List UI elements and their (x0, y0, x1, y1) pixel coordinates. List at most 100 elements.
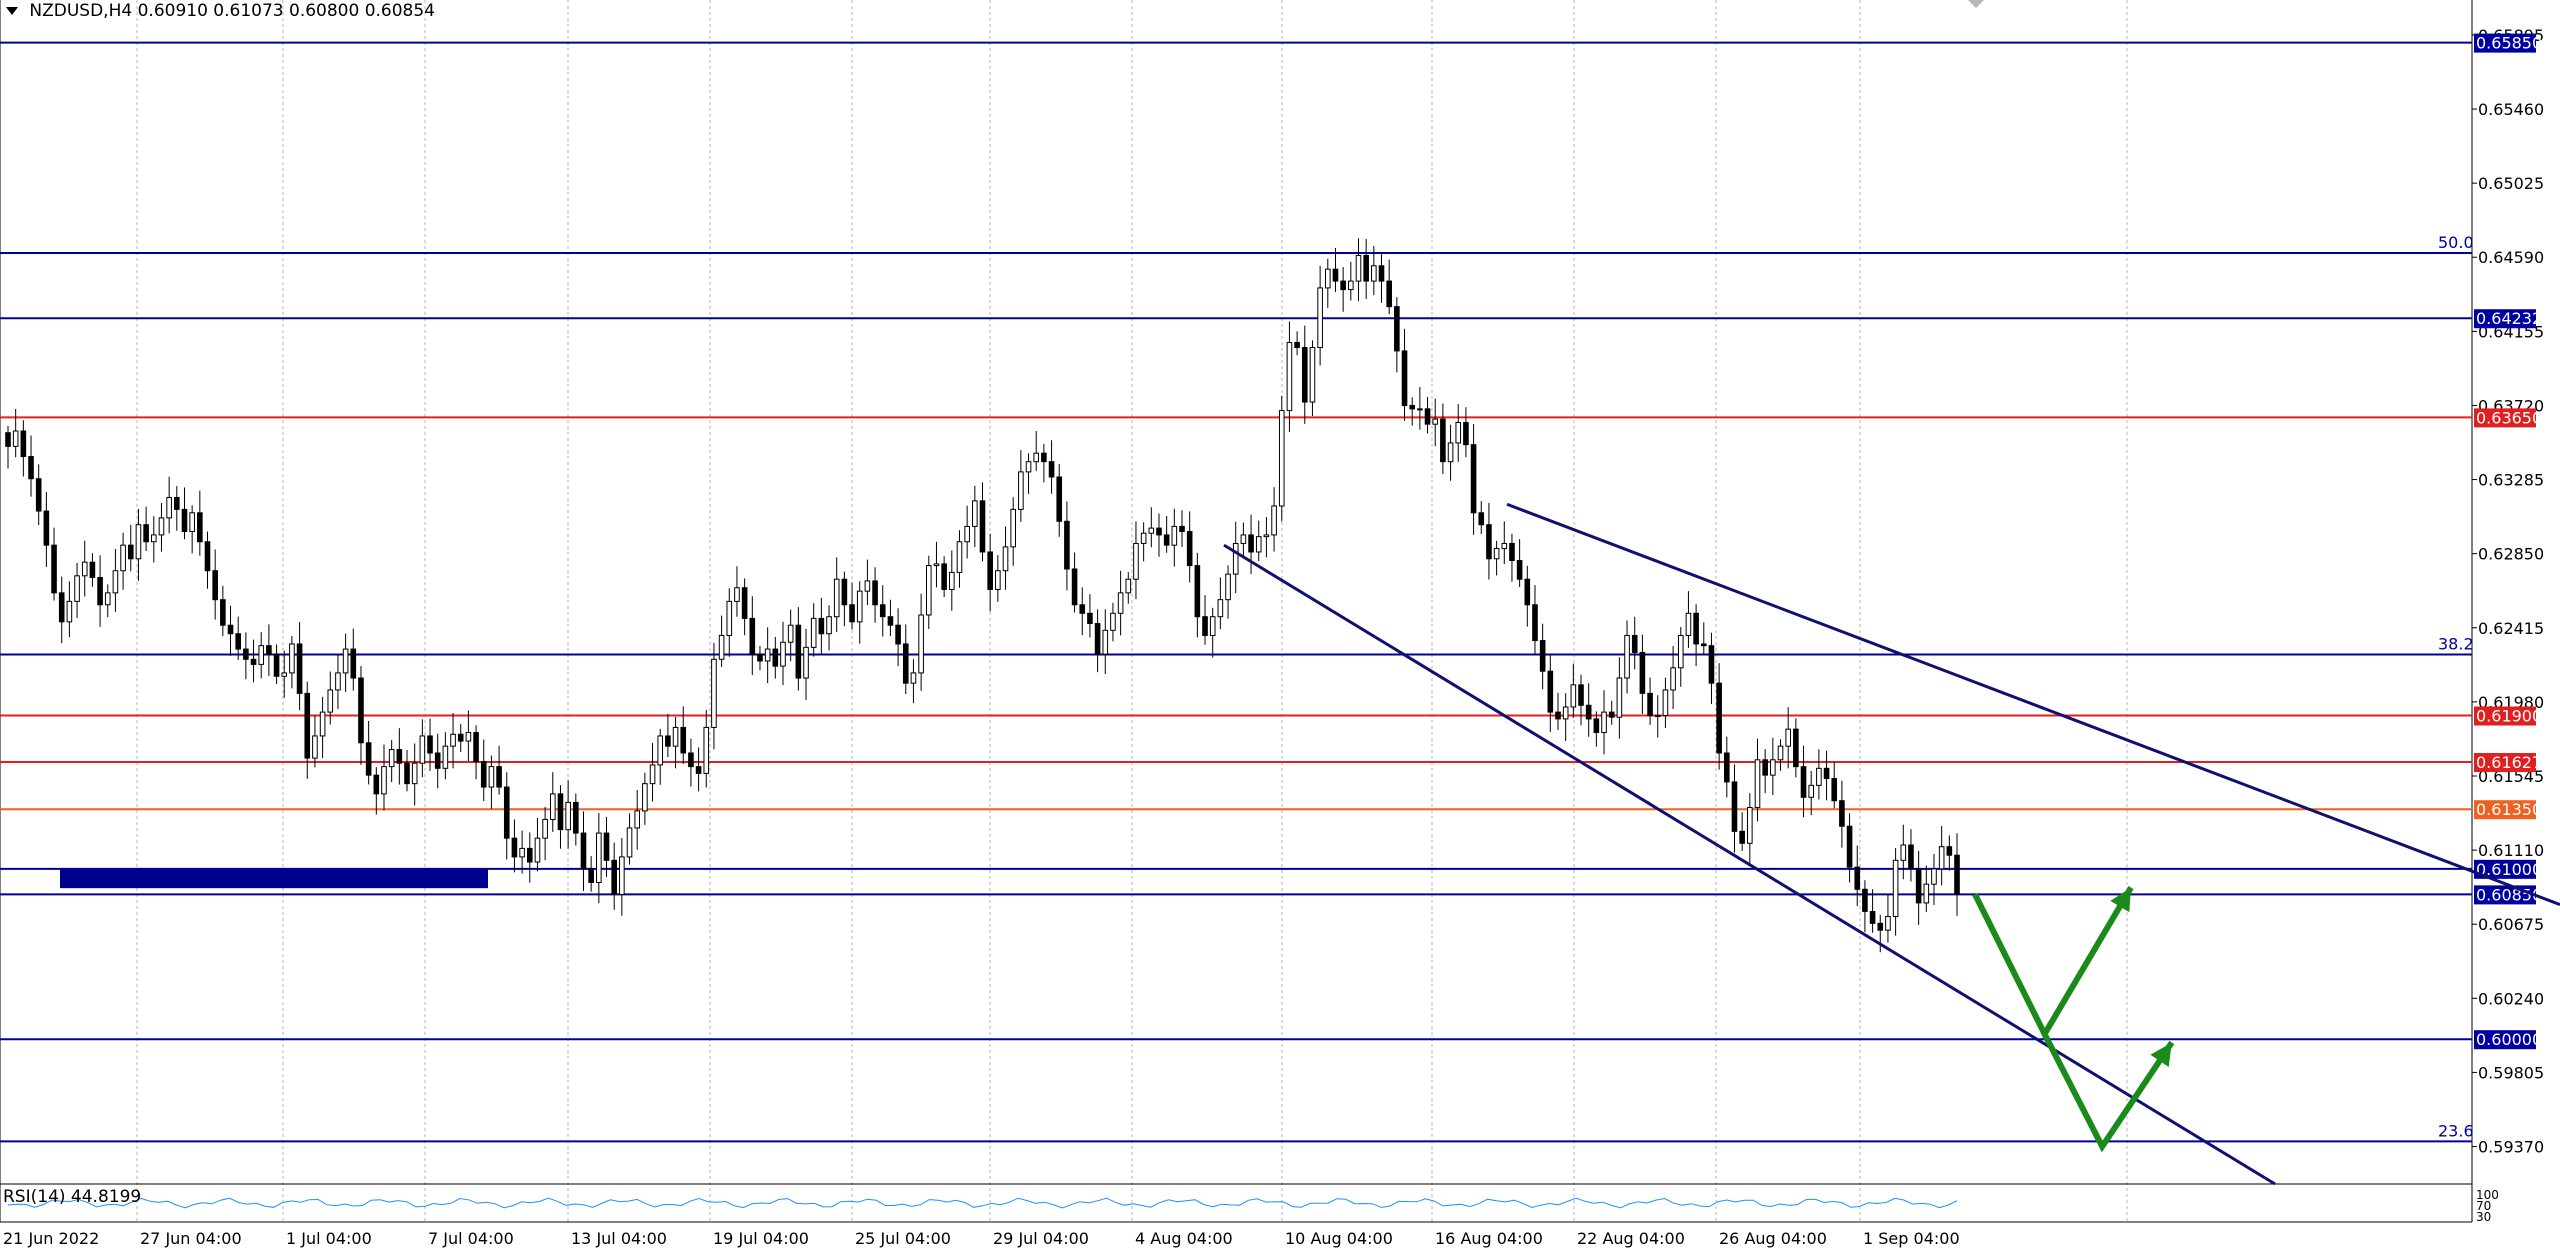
candle-body (887, 616, 894, 626)
candle-body (488, 766, 495, 788)
candle-body (757, 653, 763, 662)
candle-body (642, 783, 648, 812)
rsi-scale-top: 100 (2476, 1188, 2499, 1202)
candle-body (1754, 759, 1761, 809)
candle-body (1033, 452, 1040, 463)
candle-body (1248, 534, 1254, 553)
candle-body (1708, 645, 1715, 684)
candle-body (1148, 527, 1155, 534)
level-price-label: 0.61350 (2476, 800, 2542, 819)
candle-body (1509, 542, 1515, 561)
x-tick-label: 4 Aug 04:00 (1135, 1229, 1233, 1248)
candle-body (1539, 640, 1546, 672)
candle-body (243, 648, 249, 660)
x-tick-label: 7 Jul 04:00 (428, 1229, 514, 1248)
candle-body (503, 786, 510, 839)
candle-body (1846, 825, 1853, 868)
candle-body (1217, 599, 1224, 618)
candle-body (588, 868, 594, 883)
candle-body (542, 818, 548, 839)
candle-body (1677, 634, 1684, 669)
candle-body (933, 563, 940, 567)
candle-body (972, 500, 978, 527)
candle-body (189, 512, 195, 533)
candle-body (281, 672, 288, 677)
level-price-label: 0.63650 (2476, 408, 2542, 427)
candle-body (1747, 807, 1753, 844)
candle-body (1770, 759, 1776, 776)
candle-body (1808, 784, 1815, 798)
rsi-scale-30: 30 (2476, 1210, 2491, 1224)
candle-body (849, 604, 855, 623)
candle-body (1470, 444, 1477, 514)
candle-body (1440, 418, 1446, 463)
candle-body (1455, 421, 1462, 444)
candle-body (1493, 548, 1500, 560)
candle-body (434, 752, 441, 769)
candle-body (1094, 623, 1101, 655)
x-tick-label: 29 Jul 04:00 (993, 1229, 1089, 1248)
candle-body (557, 793, 564, 831)
candle-body (1585, 704, 1592, 720)
candle-body (1355, 255, 1362, 282)
candle-body (711, 658, 717, 728)
candle-body (266, 645, 272, 655)
candle-body (672, 726, 679, 747)
candle-body (1348, 280, 1354, 291)
y-tick-label: 0.62850 (2478, 545, 2544, 564)
candle-body (925, 565, 932, 616)
candle-body (1064, 520, 1070, 570)
candle-body (803, 646, 809, 679)
level-price-tag (2474, 800, 2536, 820)
candle-body (1946, 846, 1953, 856)
x-tick-label: 27 Jun 04:00 (140, 1229, 242, 1248)
fib-level-label: 38.2 (2438, 635, 2474, 654)
arrow-head-icon (2150, 1042, 2172, 1068)
candle-body (1225, 573, 1231, 601)
candle-body (1255, 536, 1262, 553)
candle-body (864, 580, 871, 592)
candle-body (1839, 800, 1845, 827)
candle-body (1608, 711, 1615, 718)
level-price-label: 0.61000 (2476, 860, 2542, 879)
level-price-label: 0.60000 (2476, 1030, 2542, 1049)
candle-body (1186, 531, 1193, 567)
candle-body (1693, 612, 1699, 645)
candle-body (1156, 527, 1162, 536)
candle-body (872, 580, 878, 606)
candle-body (342, 648, 349, 674)
candle-body (1378, 265, 1385, 282)
candle-body (1877, 922, 1884, 931)
candle-body (1386, 280, 1392, 308)
candle-body (1371, 265, 1377, 282)
candle-body (657, 735, 664, 766)
candle-body (703, 726, 710, 774)
candle-body (987, 551, 993, 590)
candle-body (526, 847, 533, 863)
candle-body (1324, 268, 1331, 289)
dropdown-triangle-icon[interactable] (6, 7, 18, 15)
candle-body (1463, 421, 1469, 446)
candle-body (1171, 525, 1178, 546)
candle-body (227, 624, 234, 635)
candle-body (304, 692, 311, 759)
candle-body (1432, 418, 1439, 425)
level-price-label: 0.64232 (2476, 309, 2542, 328)
candle-body (1202, 616, 1208, 636)
candle-body (1025, 461, 1032, 473)
y-tick-label: 0.64590 (2478, 248, 2544, 267)
candle-body (1800, 766, 1807, 798)
candle-body (619, 856, 625, 895)
scroll-marker-icon (1968, 0, 1984, 8)
candle-body (1002, 546, 1009, 572)
candle-body (427, 735, 433, 754)
candle-body (634, 810, 641, 829)
candle-body (1294, 341, 1300, 349)
candle-body (1163, 534, 1170, 546)
candle-body (1317, 287, 1323, 349)
candle-body (1762, 759, 1768, 776)
candle-body (1240, 534, 1247, 544)
candle-body (772, 648, 779, 667)
